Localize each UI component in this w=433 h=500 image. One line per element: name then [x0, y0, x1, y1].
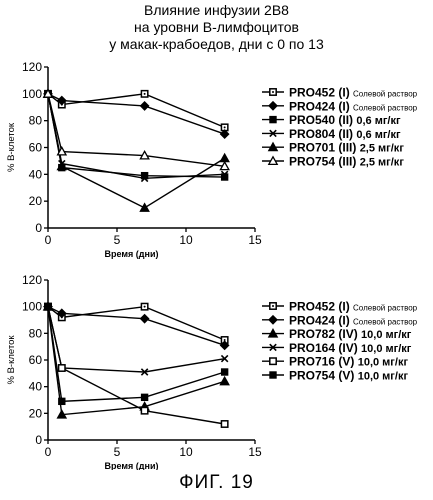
legend-marker	[270, 372, 276, 378]
y-tick-label: 20	[29, 194, 43, 208]
legend-item-pro804: PRO804 (II) 0,6 мг/кг	[262, 127, 401, 141]
x-tick-label: 0	[45, 445, 52, 459]
legend-label: PRO804 (II) 0,6 мг/кг	[289, 127, 401, 141]
series-line	[48, 94, 225, 177]
series-line	[48, 94, 225, 128]
data-point	[140, 204, 148, 212]
y-tick-label: 120	[22, 60, 42, 74]
x-tick-label: 10	[179, 445, 193, 459]
legend-item-pro754: PRO754 (III) 2,5 мг/кг	[262, 155, 404, 169]
y-tick-label: 0	[35, 221, 42, 235]
x-axis-label: Время (дни)	[105, 461, 159, 470]
series-line	[48, 307, 225, 346]
legend-label: PRO164 (IV) 10,0 мг/кг	[289, 341, 412, 355]
data-point	[220, 377, 228, 385]
data-point	[45, 303, 51, 309]
y-axis-label: % B-клеток	[6, 122, 17, 172]
y-tick-label: 40	[29, 167, 43, 181]
x-tick-label: 15	[248, 445, 262, 459]
legend-item-pro164: PRO164 (IV) 10,0 мг/кг	[262, 341, 412, 355]
data-point	[221, 421, 227, 427]
data-point	[140, 314, 148, 322]
data-point-dot	[144, 93, 146, 95]
legend-marker	[270, 116, 276, 122]
x-axis-label: Время (дни)	[105, 249, 159, 259]
y-tick-label: 80	[29, 114, 43, 128]
y-tick-label: 100	[22, 300, 42, 314]
legend-marker-dot	[272, 91, 274, 93]
legend-label: PRO716 (V) 10,0 мг/кг	[289, 355, 408, 369]
y-tick-label: 40	[29, 380, 43, 394]
legend-marker	[269, 102, 277, 110]
legend-item-pro716: PRO716 (V) 10,0 мг/кг	[262, 355, 408, 369]
legend-marker	[270, 358, 276, 364]
figure-label: ФИГ. 19	[0, 472, 433, 494]
data-point	[141, 394, 147, 400]
legend-item-pro754: PRO754 (V) 10,0 мг/кг	[262, 369, 408, 383]
legend-item-pro424: PRO424 (I) Солевой раствор	[262, 99, 418, 113]
charts-canvas: 020406080100120051015Время (дни)% B-клет…	[0, 0, 433, 470]
series-pro424	[44, 90, 229, 139]
data-point	[59, 398, 65, 404]
series-line	[48, 307, 225, 372]
series-line	[48, 94, 225, 179]
series-pro424	[44, 302, 229, 349]
data-point	[220, 154, 228, 162]
legend-label: PRO782 (IV) 10,0 мг/кг	[289, 327, 412, 341]
data-point	[140, 102, 148, 110]
y-tick-label: 0	[35, 433, 42, 447]
series-pro540	[45, 91, 228, 181]
x-tick-label: 5	[114, 445, 121, 459]
x-tick-label: 10	[179, 233, 193, 247]
series-line	[48, 94, 225, 134]
x-tick-label: 0	[45, 233, 52, 247]
series-line	[48, 94, 225, 208]
data-point-dot	[224, 126, 226, 128]
series-line	[48, 307, 225, 402]
legend-item-pro452: PRO452 (I) Солевой раствор	[262, 300, 418, 314]
data-point	[59, 365, 65, 371]
x-tick-label: 5	[114, 233, 121, 247]
legend-label: PRO701 (III) 2,5 мг/кг	[289, 141, 404, 155]
legend-label: PRO424 (I) Солевой раствор	[289, 313, 418, 327]
y-tick-label: 100	[22, 87, 42, 101]
chart-2: 0 20 40 60 80 100 120 0 5 10 15 Время (дни) % B-клет…	[6, 273, 418, 470]
legend-item-pro424: PRO424 (I) Солевой раствор	[262, 313, 418, 327]
x-tick-label: 15	[248, 233, 262, 247]
series-line	[48, 307, 225, 415]
legend-item-pro782: PRO782 (IV) 10,0 мг/кг	[262, 327, 412, 341]
data-point	[141, 407, 147, 413]
y-tick-label: 120	[22, 273, 42, 287]
y-tick-label: 60	[29, 353, 43, 367]
legend-label: PRO540 (II) 0,6 мг/кг	[289, 113, 401, 127]
data-point	[221, 369, 227, 375]
series-pro452	[45, 91, 228, 131]
chart-1: 0 20 40 60 80 100 120 0 5 10 15 Время (дни) % B-клет…	[6, 60, 418, 259]
data-point-dot	[144, 306, 146, 308]
y-tick-label: 80	[29, 326, 43, 340]
y-axis-label: % B-клеток	[6, 335, 17, 385]
legend-marker-dot	[272, 305, 274, 307]
legend-label: PRO754 (III) 2,5 мг/кг	[289, 155, 404, 169]
series-pro716	[45, 303, 228, 427]
y-tick-label: 20	[29, 406, 43, 420]
legend-label: PRO754 (V) 10,0 мг/кг	[289, 369, 408, 383]
legend-item-pro452: PRO452 (I) Солевой раствор	[262, 86, 418, 100]
legend-label: PRO452 (I) Солевой раствор	[289, 300, 418, 314]
legend-label: PRO424 (I) Солевой раствор	[289, 99, 418, 113]
legend-item-pro540: PRO540 (II) 0,6 мг/кг	[262, 113, 401, 127]
y-tick-label: 60	[29, 141, 43, 155]
legend-marker	[269, 316, 277, 324]
series-line	[48, 307, 225, 340]
series-line	[48, 307, 225, 424]
series-pro804	[45, 91, 228, 182]
legend-item-pro701: PRO701 (III) 2,5 мг/кг	[262, 141, 404, 155]
legend-label: PRO452 (I) Солевой раствор	[289, 86, 418, 100]
series-pro701	[44, 90, 229, 212]
